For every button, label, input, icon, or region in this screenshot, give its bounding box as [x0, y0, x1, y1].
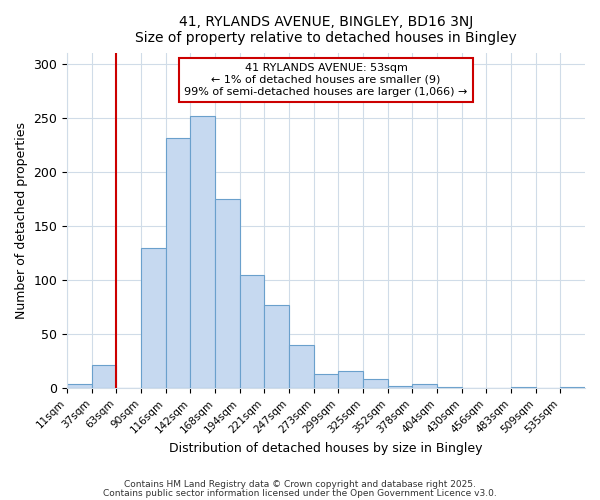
X-axis label: Distribution of detached houses by size in Bingley: Distribution of detached houses by size … [169, 442, 483, 455]
Bar [338, 371, 363, 388]
Bar [166, 138, 190, 388]
Title: 41, RYLANDS AVENUE, BINGLEY, BD16 3NJ
Size of property relative to detached hous: 41, RYLANDS AVENUE, BINGLEY, BD16 3NJ Si… [135, 15, 517, 45]
Bar [190, 116, 215, 388]
Y-axis label: Number of detached properties: Number of detached properties [15, 122, 28, 320]
Bar [67, 384, 92, 388]
Bar [388, 386, 412, 388]
Bar [265, 305, 289, 388]
Bar [289, 345, 314, 389]
Bar [412, 384, 437, 388]
Text: Contains public sector information licensed under the Open Government Licence v3: Contains public sector information licen… [103, 488, 497, 498]
Bar [92, 364, 116, 388]
Bar [215, 200, 240, 388]
Bar [314, 374, 338, 388]
Text: Contains HM Land Registry data © Crown copyright and database right 2025.: Contains HM Land Registry data © Crown c… [124, 480, 476, 489]
Bar [141, 248, 166, 388]
Text: 41 RYLANDS AVENUE: 53sqm
← 1% of detached houses are smaller (9)
99% of semi-det: 41 RYLANDS AVENUE: 53sqm ← 1% of detache… [184, 64, 468, 96]
Bar [240, 275, 265, 388]
Bar [363, 378, 388, 388]
